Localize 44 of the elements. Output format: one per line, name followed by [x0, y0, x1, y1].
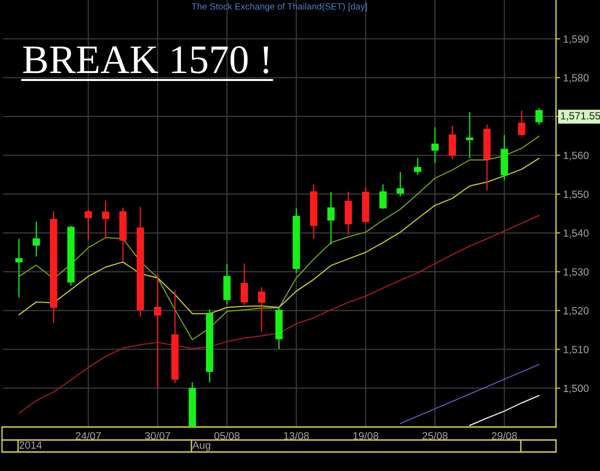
annotation: BREAK 1570 ! — [23, 46, 268, 74]
x-tick-label: 25/08 — [422, 432, 448, 440]
candlestick — [379, 184, 387, 210]
candlestick — [240, 263, 248, 306]
candlestick — [466, 112, 474, 159]
line-series — [18, 158, 540, 316]
candlestick — [414, 157, 422, 176]
candlestick — [84, 208, 92, 240]
line-series — [469, 395, 540, 426]
x-tick-label: 19/08 — [353, 432, 378, 440]
y-tick-label: 1,520 — [564, 307, 589, 316]
candlestick — [327, 192, 335, 246]
line-series — [400, 364, 540, 424]
chart-title: The Stock Exchange of Thailand(SET) [day] — [192, 3, 367, 12]
candlestick — [535, 108, 543, 126]
y-tick-label: 1,530 — [564, 268, 589, 277]
y-tick-label: 1,560 — [564, 152, 589, 160]
candlestick — [448, 125, 456, 160]
text: 1,571.55 — [560, 112, 600, 121]
candlestick — [223, 263, 231, 306]
candlestick — [431, 126, 439, 164]
y-tick-label: 1,550 — [564, 190, 589, 200]
candlestick — [518, 110, 526, 136]
y-tick-label: 1,510 — [564, 346, 589, 354]
y-tick-label: 1,540 — [564, 229, 589, 238]
candlestick — [15, 238, 23, 298]
y-tick-label: 1,500 — [564, 384, 589, 394]
x-tick-label: 05/08 — [214, 432, 240, 440]
x-tick-label: 24/07 — [76, 432, 101, 440]
y-tick-label: 1,590 — [564, 35, 589, 44]
x-tick-label: 30/07 — [144, 432, 170, 440]
candlestick — [396, 171, 404, 197]
candlestick — [344, 191, 352, 236]
x-tick-label: 29/08 — [492, 432, 517, 440]
text: 2014 — [19, 441, 42, 449]
line-series — [18, 136, 540, 340]
x-tick-label: 13/08 — [284, 432, 309, 440]
line-series — [18, 214, 540, 414]
candlestick — [32, 221, 40, 258]
y-tick-label: 1,580 — [564, 74, 589, 83]
candlestick — [154, 273, 162, 389]
candlestick — [258, 286, 266, 332]
text: Aug — [192, 442, 210, 451]
candlestick — [102, 200, 110, 238]
